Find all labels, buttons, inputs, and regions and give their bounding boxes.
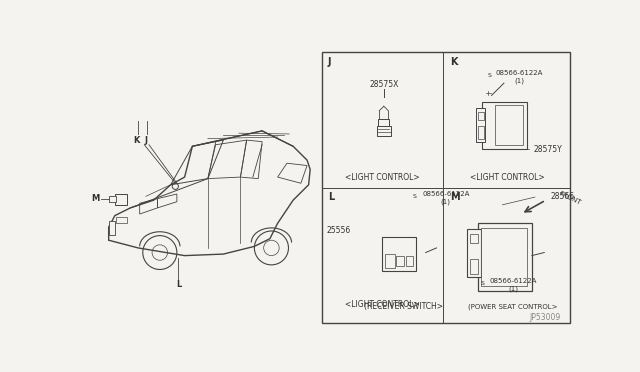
Text: 08566-6122A: 08566-6122A [496,70,543,76]
Text: 08566-6122A: 08566-6122A [490,278,537,284]
Text: M: M [450,192,460,202]
Text: (POWER SEAT CONTROL>: (POWER SEAT CONTROL> [468,303,558,310]
Bar [406,256,413,266]
Bar [470,259,477,274]
Bar [495,105,522,145]
Text: J: J [328,57,332,67]
Text: 25556: 25556 [327,227,351,235]
Text: (1): (1) [515,78,524,84]
Text: 28575Y: 28575Y [534,145,563,154]
Text: <LIGHT CONTROL>: <LIGHT CONTROL> [470,173,545,182]
Text: S: S [488,73,492,78]
Text: JP53009: JP53009 [529,313,561,322]
Text: K: K [133,136,140,145]
Text: S: S [480,281,484,286]
Text: (1): (1) [508,285,518,292]
Bar [115,194,127,205]
Text: S: S [413,194,417,199]
Bar [481,228,527,286]
Bar [476,108,485,142]
Text: 08566-6122A: 08566-6122A [422,191,470,197]
Bar [322,52,570,323]
Text: 28566: 28566 [551,192,575,201]
Text: <LIGHT CONTROL>: <LIGHT CONTROL> [345,173,420,182]
Bar [477,223,532,291]
Text: FRONT: FRONT [558,191,582,206]
Text: K: K [450,57,457,67]
Text: (1): (1) [441,199,451,205]
Bar [382,237,417,271]
Bar [385,254,395,268]
Bar [377,126,391,135]
Text: M: M [91,194,99,203]
Text: L: L [176,280,181,289]
Text: (RECEIVER SWITCH>: (RECEIVER SWITCH> [364,302,443,311]
Text: 28575X: 28575X [369,80,399,89]
Text: <LIGHT CONTROL>: <LIGHT CONTROL> [345,301,420,310]
Bar [378,119,389,128]
Bar [470,234,477,243]
Bar [477,126,484,139]
Bar [109,196,116,202]
Text: J: J [145,136,147,145]
Text: L: L [328,192,334,202]
Bar [482,102,527,150]
Bar [116,217,127,223]
Bar [467,230,481,277]
Bar [109,221,115,235]
Bar [396,256,404,266]
Bar [477,112,484,120]
